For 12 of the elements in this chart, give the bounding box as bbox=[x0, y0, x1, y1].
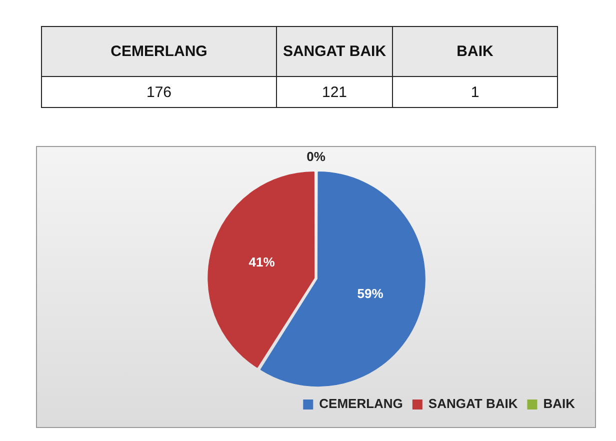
data-label: 59% bbox=[357, 286, 384, 301]
legend-label: BAIK bbox=[543, 396, 576, 412]
data-label: 41% bbox=[248, 254, 276, 270]
text: 0% bbox=[306, 149, 326, 164]
category-label: CEMERLANG bbox=[110, 43, 208, 60]
text: 1 bbox=[392, 76, 558, 108]
category-label: BAIK bbox=[456, 43, 494, 60]
legend-label: CEMERLANG bbox=[319, 396, 403, 412]
text: 176 bbox=[42, 76, 276, 108]
category-label: SANGAT BAIK bbox=[282, 43, 386, 60]
text: 121 bbox=[276, 76, 392, 108]
legend-label: SANGAT BAIK bbox=[428, 396, 518, 412]
